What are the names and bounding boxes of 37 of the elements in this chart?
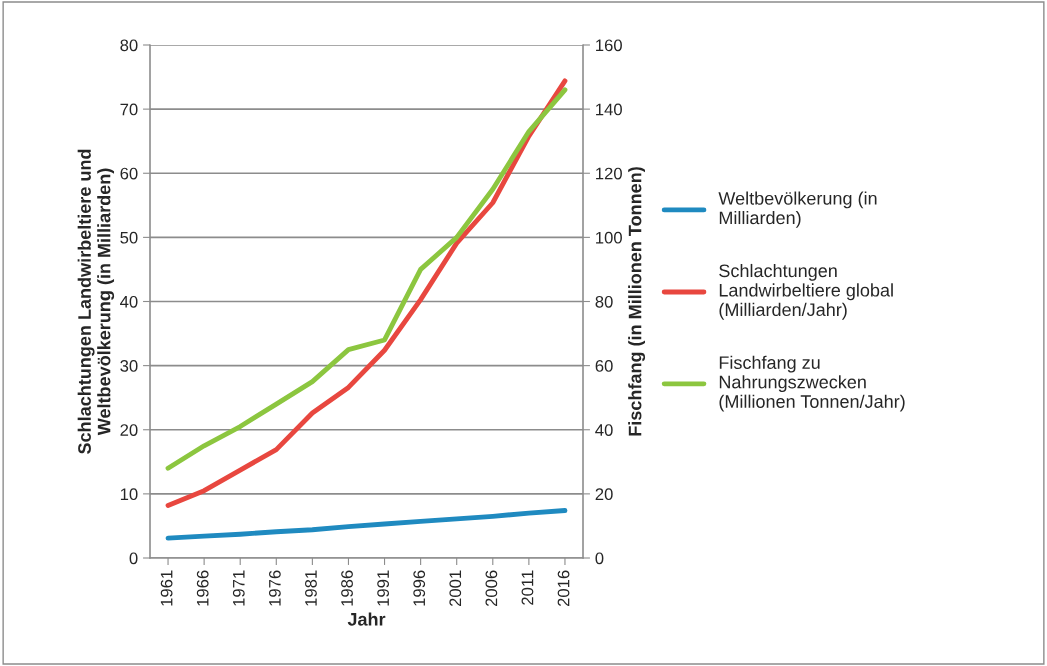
y-tick-label: 20 <box>120 424 138 436</box>
legend-label: Weltbevölkerung (in Milliarden) <box>718 191 877 228</box>
x-tick-label: 2006 <box>485 570 498 607</box>
x-tick-label: 1981 <box>305 570 317 606</box>
y2-axis-title: Fischfang (in Millionen Tonnen) <box>628 167 646 436</box>
y-tick-label: 40 <box>120 295 138 308</box>
y-tick-label: 50 <box>120 231 138 244</box>
x-tick-label: 2016 <box>557 570 570 607</box>
legend-label: Schlachtungen Landwirbeltiere global (Milliarden/Jahr) <box>719 263 893 320</box>
x-tick-label: 2011 <box>521 570 534 605</box>
y2-tick-label: 0 <box>595 552 604 565</box>
x-tick-label: 1976 <box>268 570 281 606</box>
x-tick-label: 1971 <box>232 570 245 606</box>
x-tick-label: 1996 <box>413 570 426 606</box>
y-tick-label: 60 <box>120 167 138 180</box>
line-series <box>165 508 568 541</box>
y2-tick-label: 60 <box>595 360 613 372</box>
legend-label: Fischfang zu Nahrungszwecken (Millionen Tonnen/Jahr) <box>719 355 905 412</box>
y2-tick-label: 20 <box>595 488 613 501</box>
y-axis-title: Schlachtungen Landwirbeltiere und Weltbevölkerung (in Milliarden) <box>77 149 115 454</box>
y2-tick-label: 40 <box>595 424 613 436</box>
y-tick-label: 70 <box>120 103 138 116</box>
y2-tick-label: 100 <box>596 231 622 244</box>
y-tick-label: 80 <box>120 39 138 52</box>
x-axis-title: Jahr <box>347 612 386 626</box>
x-tick-label: 2001 <box>449 570 462 607</box>
x-tick-label: 1961 <box>160 570 173 606</box>
y-tick-label: 30 <box>120 360 138 372</box>
y-tick-label: 0 <box>129 552 138 565</box>
y2-tick-label: 160 <box>596 39 622 52</box>
x-tick-label: 1966 <box>196 570 209 606</box>
y-tick-label: 10 <box>120 488 138 501</box>
y2-tick-label: 120 <box>596 167 622 180</box>
x-tick-label: 1991 <box>377 570 390 606</box>
x-tick-label: 1986 <box>341 570 353 606</box>
y2-tick-label: 80 <box>595 295 613 308</box>
y2-tick-label: 140 <box>596 103 622 116</box>
